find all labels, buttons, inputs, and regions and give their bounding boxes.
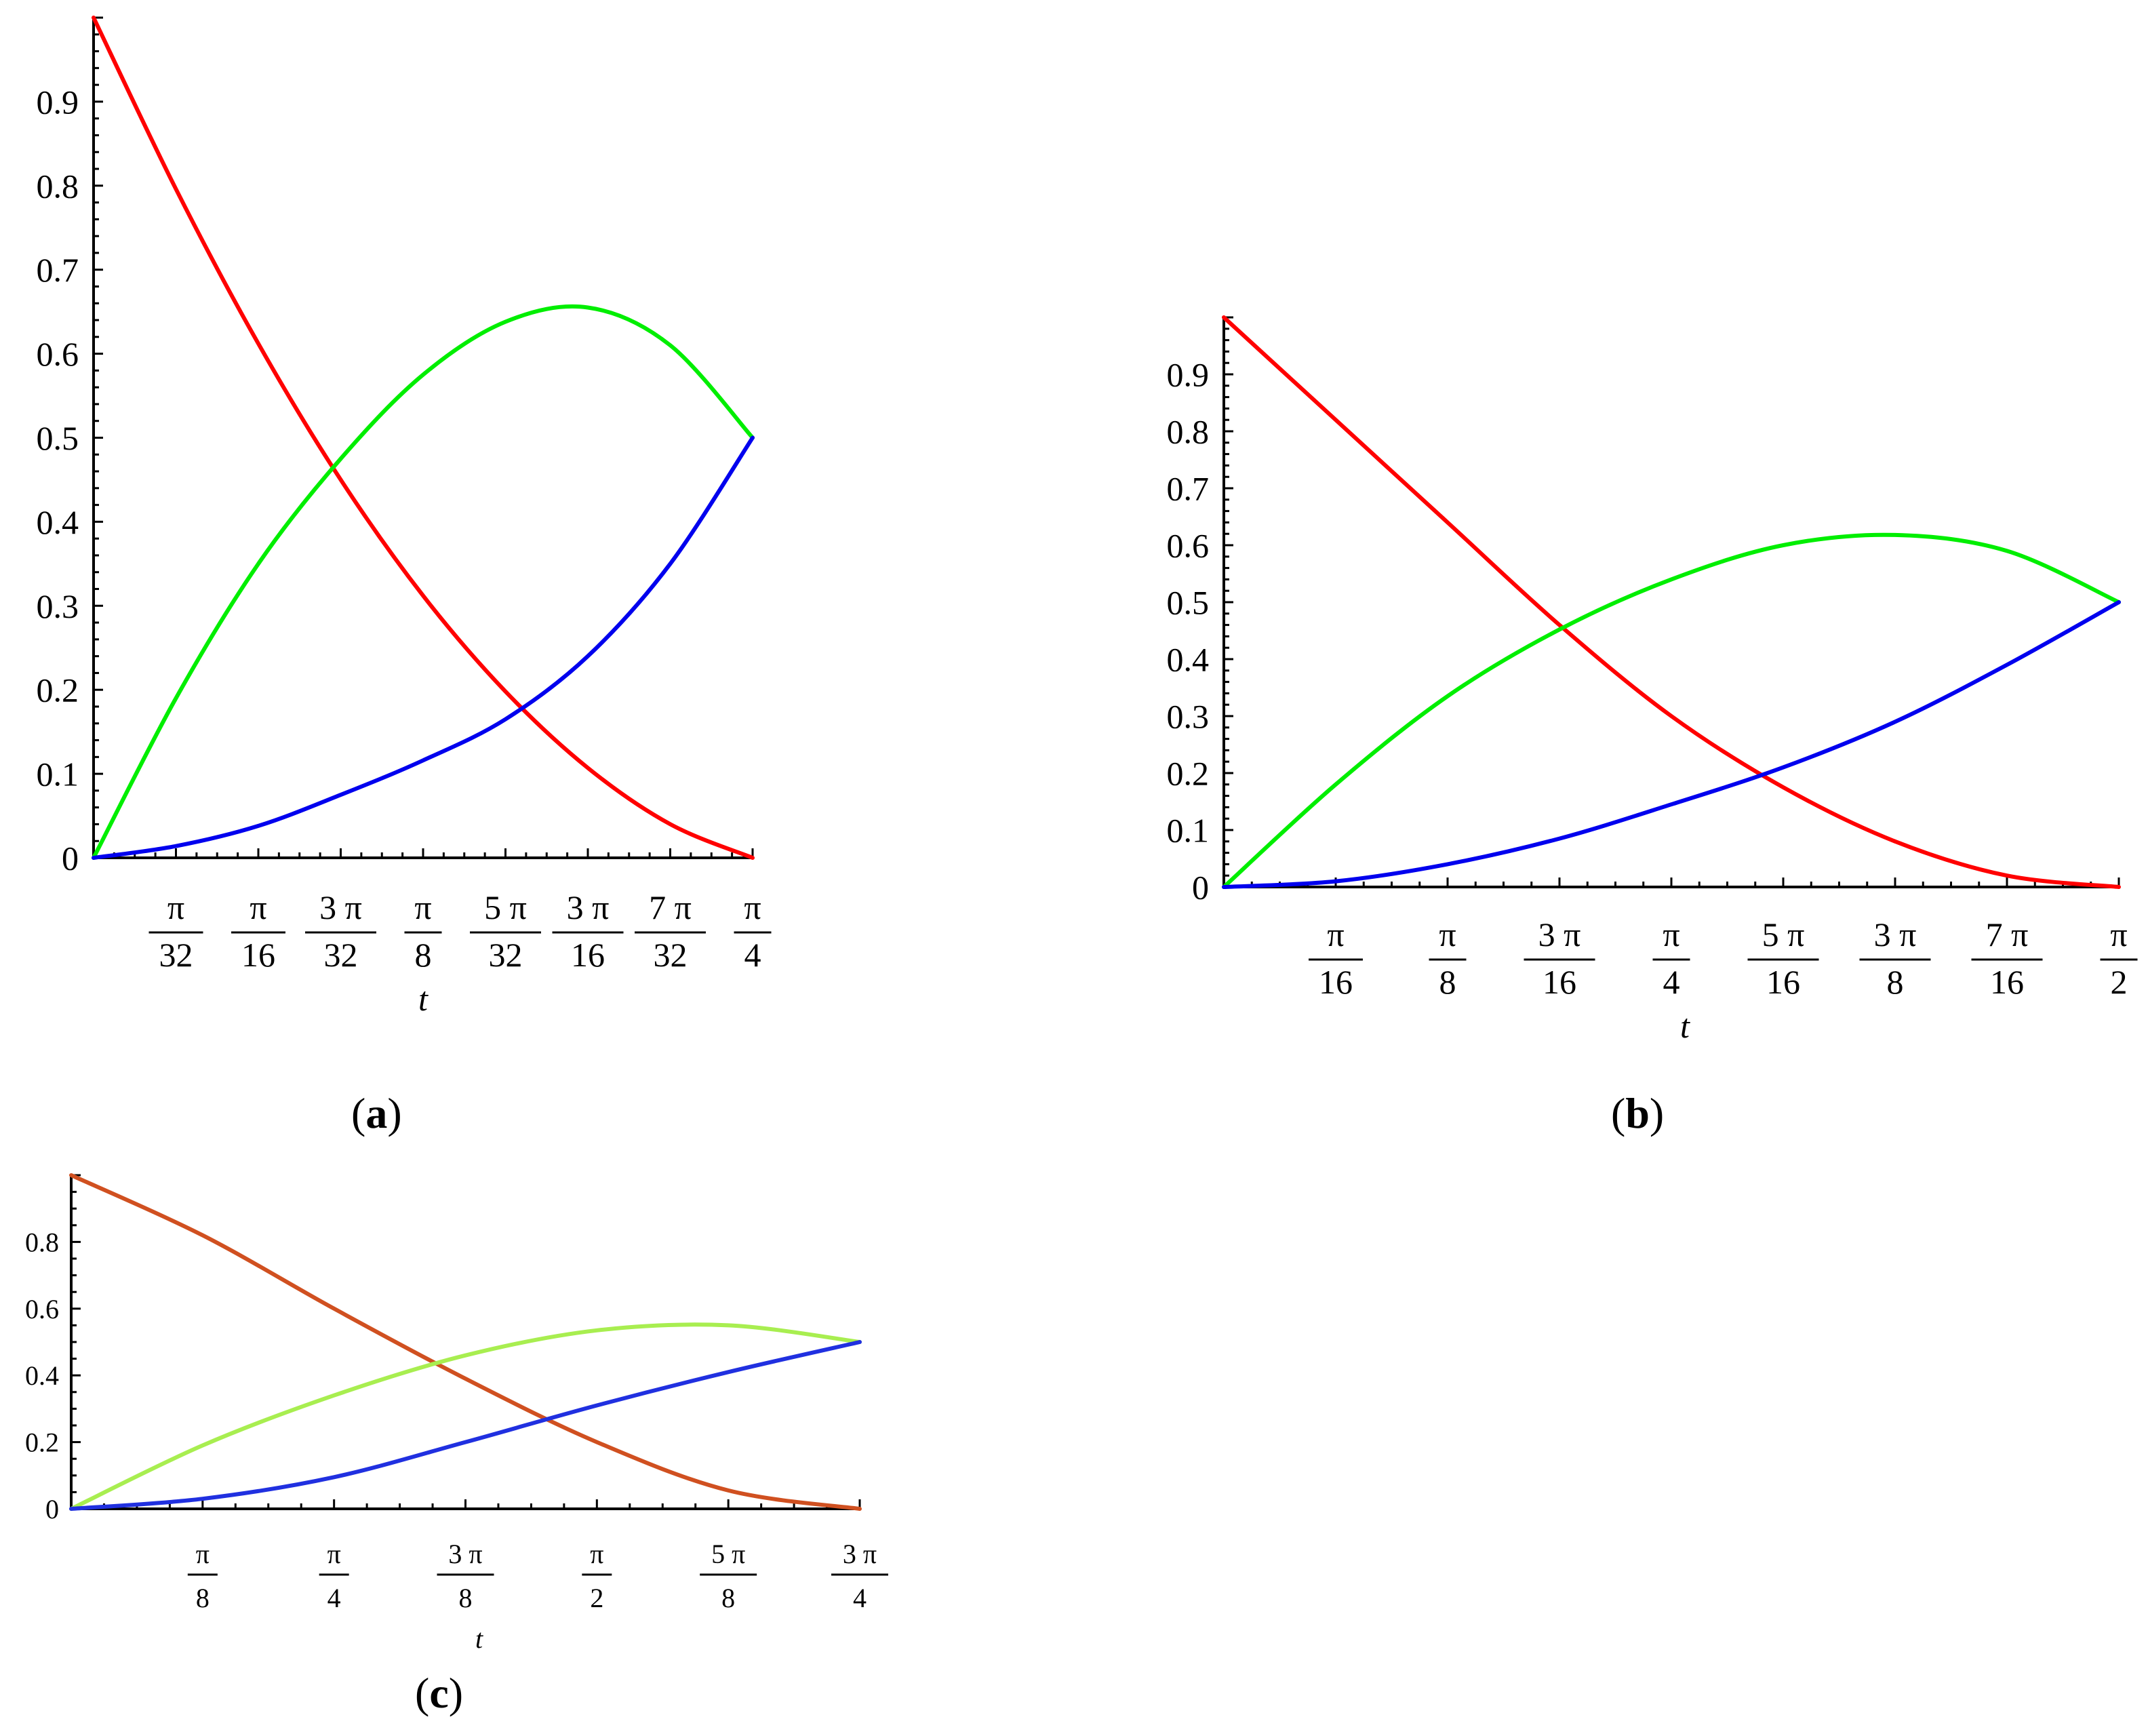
- y-tick-label: 0.4: [37, 503, 79, 541]
- x-tick-numerator: π: [167, 888, 184, 926]
- y-tick-label: 0.5: [37, 419, 79, 457]
- x-tick-numerator: 3 π: [843, 1539, 877, 1569]
- x-tick-denominator: 16: [241, 936, 275, 974]
- x-tick-numerator: 3 π: [448, 1539, 482, 1569]
- x-tick-numerator: 7 π: [1986, 915, 2029, 953]
- x-tick-denominator: 8: [1887, 963, 1904, 1001]
- panel-caption-b: (b): [1611, 1089, 1665, 1137]
- y-tick-label: 0.8: [37, 167, 79, 205]
- x-tick-numerator: 3 π: [1538, 915, 1581, 953]
- y-tick-label: 0.9: [37, 83, 79, 121]
- y-tick-label: 0.2: [1167, 755, 1210, 793]
- y-tick-label: 0: [62, 840, 79, 877]
- x-tick-numerator: 5 π: [711, 1539, 745, 1569]
- y-tick-label: 0.7: [37, 251, 79, 289]
- y-tick-label: 0.8: [25, 1227, 59, 1257]
- x-tick-numerator: π: [1663, 915, 1679, 953]
- x-tick-numerator: 3 π: [567, 888, 610, 926]
- x-tick-denominator: 32: [324, 936, 358, 974]
- x-tick-denominator: 4: [744, 936, 761, 974]
- x-tick-denominator: 16: [1766, 963, 1800, 1001]
- chart-panel-c: 0 0.2 0.4 0.6 0.8 π 8 π 4 3 π 8 π 2 5 π 8 3 π 4 t: [25, 1173, 888, 1654]
- series-line-1: [1222, 315, 2121, 889]
- series-line-1: [92, 16, 755, 860]
- x-tick-denominator: 4: [1663, 963, 1680, 1001]
- x-tick-denominator: 32: [654, 936, 688, 974]
- y-tick-label: 0.5: [1167, 584, 1210, 622]
- x-tick-denominator: 4: [327, 1583, 341, 1613]
- x-tick-denominator: 16: [1543, 963, 1576, 1001]
- x-tick-denominator: 8: [415, 936, 432, 974]
- x-axis-label: t: [475, 1623, 483, 1654]
- y-tick-label: 0.9: [1167, 356, 1210, 394]
- y-tick-label: 0.3: [37, 587, 79, 625]
- y-tick-label: 0: [1192, 869, 1209, 907]
- chart-panel-a: 0 0.1 0.2 0.3 0.4 0.5 0.6 0.7 0.8 0.9 π 32 π 16 3 π 32 π…: [37, 16, 772, 1018]
- series-line-3: [1222, 600, 2121, 889]
- x-tick-numerator: 7 π: [649, 888, 692, 926]
- x-tick-numerator: 5 π: [484, 888, 527, 926]
- x-tick-numerator: π: [327, 1539, 341, 1569]
- x-tick-numerator: π: [1327, 915, 1344, 953]
- panel-caption-c: (c): [415, 1669, 464, 1717]
- y-tick-label: 0.6: [25, 1294, 59, 1324]
- x-tick-denominator: 8: [721, 1583, 735, 1613]
- series-line-3: [69, 1340, 862, 1511]
- x-axis-label: t: [418, 980, 429, 1018]
- y-tick-label: 0.4: [25, 1360, 59, 1391]
- x-tick-denominator: 16: [571, 936, 605, 974]
- series-line-2: [92, 304, 755, 860]
- x-tick-numerator: π: [590, 1539, 603, 1569]
- y-tick-label: 0.8: [1167, 413, 1210, 451]
- x-tick-denominator: 8: [1439, 963, 1456, 1001]
- x-tick-numerator: π: [1439, 915, 1456, 953]
- series-line-3: [92, 435, 755, 860]
- x-tick-numerator: π: [414, 888, 431, 926]
- x-tick-denominator: 16: [1319, 963, 1353, 1001]
- x-tick-denominator: 16: [1990, 963, 2024, 1001]
- y-tick-label: 0.1: [1167, 812, 1210, 850]
- x-tick-numerator: 3 π: [1874, 915, 1917, 953]
- x-tick-denominator: 2: [2111, 963, 2128, 1001]
- y-tick-label: 0.6: [1167, 527, 1210, 565]
- x-tick-numerator: 3 π: [319, 888, 362, 926]
- x-tick-denominator: 2: [590, 1583, 603, 1613]
- x-tick-denominator: 32: [159, 936, 193, 974]
- series-line-1: [69, 1173, 862, 1511]
- x-tick-denominator: 4: [853, 1583, 867, 1613]
- y-tick-label: 0.3: [1167, 698, 1210, 736]
- x-tick-denominator: 32: [489, 936, 523, 974]
- x-tick-denominator: 8: [459, 1583, 473, 1613]
- chart-panel-b: 0 0.1 0.2 0.3 0.4 0.5 0.6 0.7 0.8 0.9 π 16 π 8 3 π 16 π 4…: [1167, 315, 2138, 1045]
- y-tick-label: 0.4: [1167, 641, 1210, 679]
- panel-caption-a: (a): [351, 1089, 402, 1137]
- series-line-2: [69, 1322, 862, 1511]
- y-tick-label: 0: [45, 1494, 59, 1524]
- x-tick-numerator: π: [250, 888, 266, 926]
- y-tick-label: 0.2: [25, 1427, 59, 1458]
- x-tick-denominator: 8: [196, 1583, 210, 1613]
- y-tick-label: 0.2: [37, 671, 79, 709]
- x-tick-numerator: 5 π: [1762, 915, 1805, 953]
- y-tick-label: 0.6: [37, 335, 79, 373]
- x-tick-numerator: π: [196, 1539, 210, 1569]
- y-tick-label: 0.1: [37, 755, 79, 793]
- series-line-2: [1222, 532, 2121, 889]
- x-tick-numerator: π: [744, 888, 761, 926]
- y-tick-label: 0.7: [1167, 470, 1210, 508]
- x-axis-label: t: [1680, 1007, 1690, 1045]
- x-tick-numerator: π: [2110, 915, 2127, 953]
